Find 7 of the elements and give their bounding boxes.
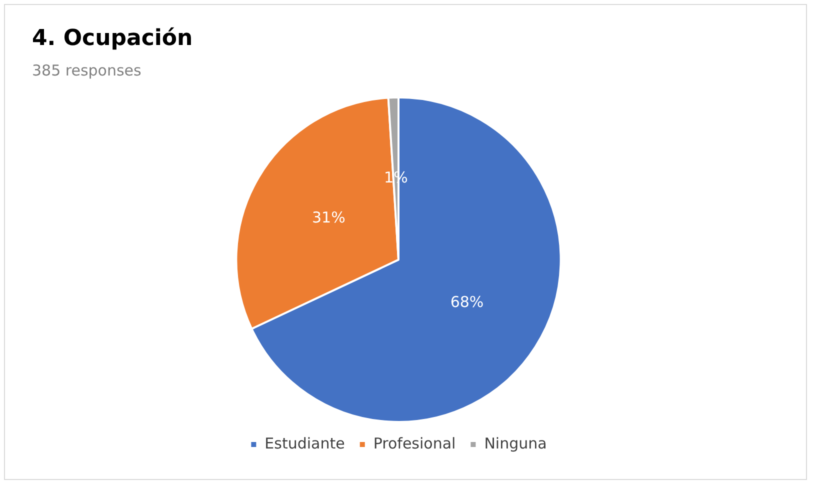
chart-title: 4. Ocupación	[32, 26, 193, 51]
legend-label: Ninguna	[484, 434, 547, 452]
text: 385 responses	[32, 61, 142, 80]
legend-label: Profesional	[373, 434, 456, 452]
data-label: 31%	[312, 208, 346, 226]
data-label: 68%	[450, 293, 484, 312]
legend-label: Estudiante	[264, 434, 345, 452]
